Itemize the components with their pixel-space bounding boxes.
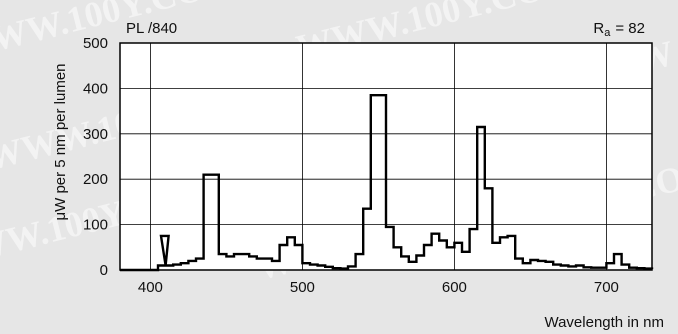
y-tick-label: 0 bbox=[100, 262, 108, 279]
y-tick-label: 400 bbox=[83, 80, 108, 97]
plot-frame bbox=[119, 42, 653, 271]
y-axis-label: μW per 5 nm per lumen bbox=[52, 63, 69, 220]
x-tick-label: 500 bbox=[290, 279, 315, 296]
chart-title: PL /840 bbox=[126, 20, 177, 37]
y-tick-label: 100 bbox=[83, 217, 108, 234]
ra-base: R bbox=[593, 20, 604, 37]
x-axis-label: Wavelength in nm bbox=[544, 314, 664, 331]
ra-value: = 82 bbox=[615, 20, 645, 37]
x-tick-label: 600 bbox=[442, 279, 467, 296]
y-tick-label: 500 bbox=[83, 35, 108, 52]
x-tick-label: 400 bbox=[138, 279, 163, 296]
ra-subscript: a bbox=[604, 27, 611, 39]
x-tick-label: 700 bbox=[594, 279, 619, 296]
x-tick-labels: 400 500 600 700 bbox=[138, 279, 619, 296]
spectrum-line bbox=[120, 94, 654, 272]
y-tick-label: 300 bbox=[83, 126, 108, 143]
ra-annotation: Ra = 82 bbox=[593, 20, 645, 39]
y-tick-labels: 0 100 200 300 400 500 bbox=[83, 35, 108, 279]
y-tick-label: 200 bbox=[83, 171, 108, 188]
